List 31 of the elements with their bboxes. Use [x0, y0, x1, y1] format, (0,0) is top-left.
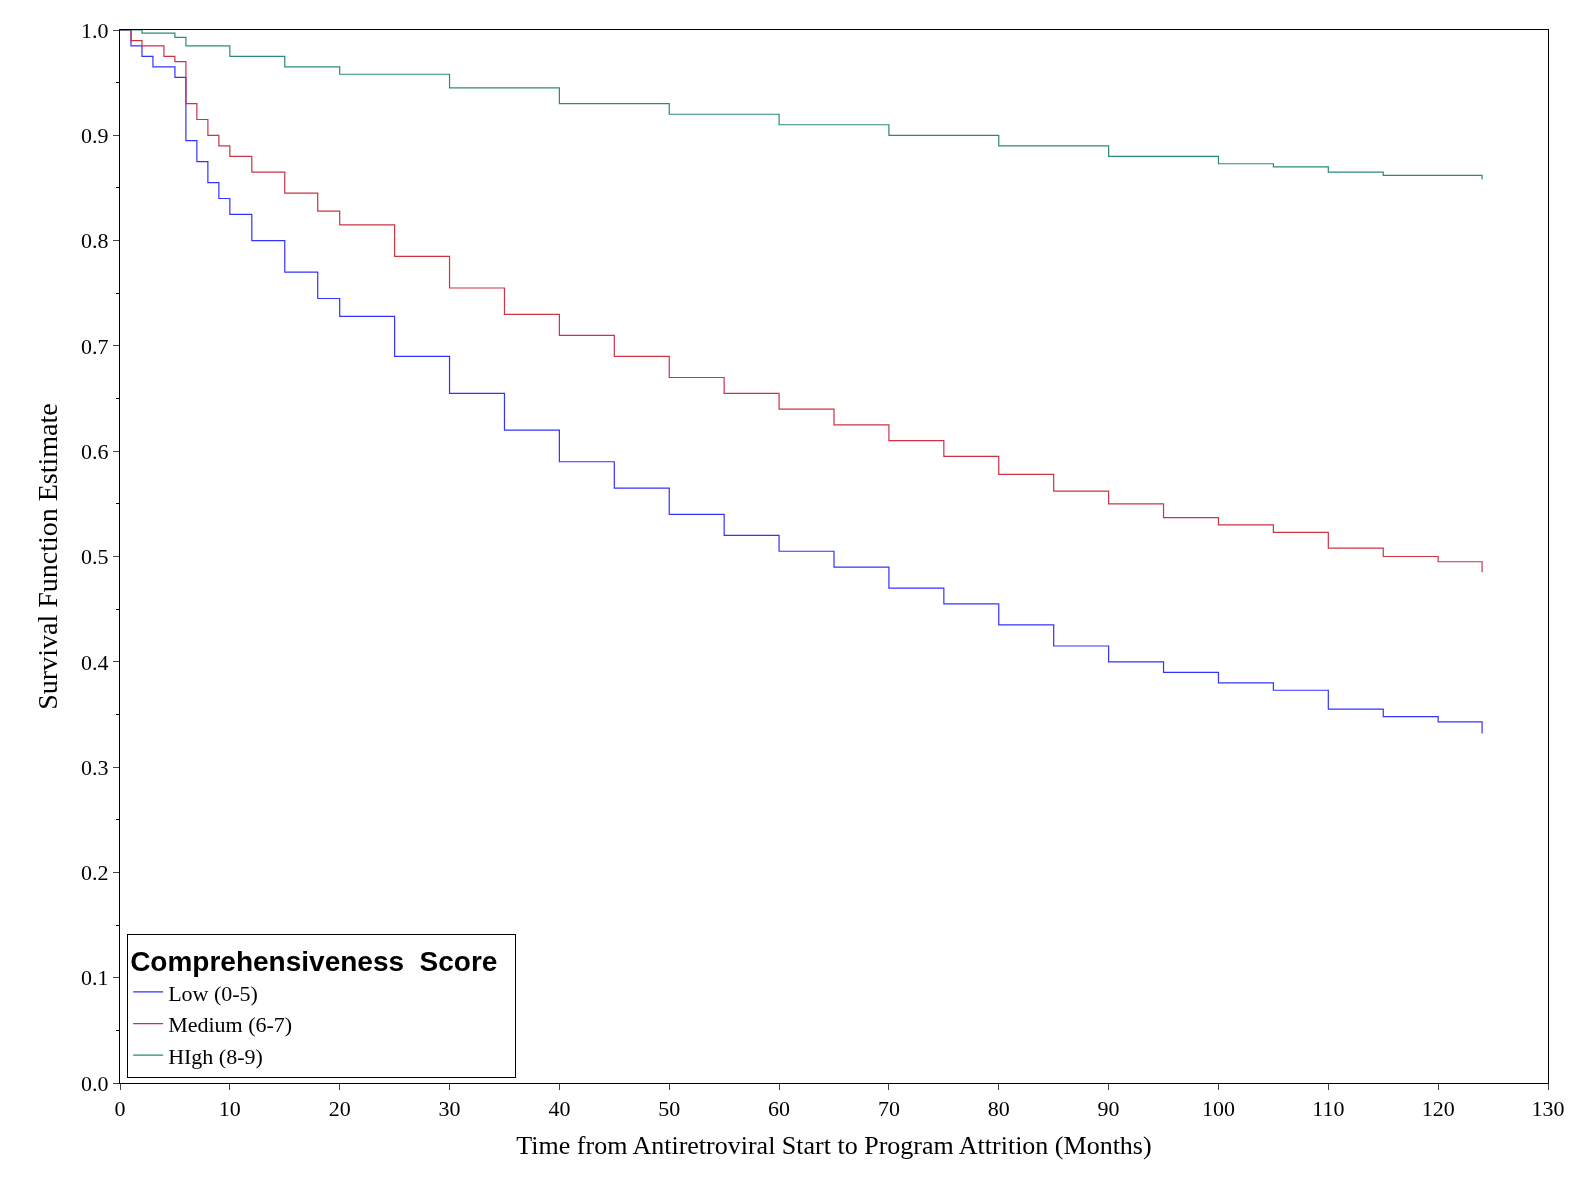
legend-label: Medium (6-7): [168, 1012, 293, 1038]
x-tick-label: 80: [987, 1096, 1010, 1122]
x-tick-label: 100: [1201, 1096, 1235, 1122]
y-tick-label: 0.6: [81, 438, 109, 464]
y-tick-label: 0.2: [81, 860, 109, 886]
legend-title: Comprehensiveness Score: [130, 946, 498, 978]
legend-label: HIgh (8-9): [168, 1043, 263, 1069]
y-tick-label: 0.9: [81, 123, 109, 148]
x-tick-label: 60: [768, 1096, 791, 1122]
legend-label: Low (0-5): [168, 980, 258, 1006]
y-tick-label: 0.5: [81, 544, 109, 570]
x-axis-title: Time from Antiretroviral Start to Program Attrition (Months): [516, 1131, 1152, 1161]
y-tick-label: 0.1: [81, 965, 109, 991]
x-tick-label: 110: [1312, 1096, 1345, 1122]
x-tick-label: 50: [658, 1096, 681, 1122]
x-tick-label: 70: [877, 1096, 900, 1122]
x-tick-label: 130: [1531, 1096, 1565, 1122]
y-tick-label: 0.3: [81, 754, 109, 780]
y-tick-label: 0.4: [81, 649, 109, 675]
x-tick-label: 0: [114, 1096, 126, 1122]
y-tick-label: 0.7: [81, 333, 109, 359]
y-tick-label: 1.0: [81, 17, 109, 43]
x-tick-label: 120: [1421, 1096, 1455, 1122]
x-tick-label: 10: [218, 1096, 241, 1122]
x-tick-label: 90: [1097, 1096, 1120, 1122]
y-axis-title: Survival Function Estimate: [31, 403, 63, 710]
x-tick-label: 20: [328, 1096, 351, 1122]
y-tick-label: 0.8: [81, 228, 109, 254]
x-tick-label: 40: [548, 1096, 571, 1122]
y-tick-label: 0.0: [81, 1070, 109, 1096]
x-tick-label: 30: [438, 1096, 461, 1122]
